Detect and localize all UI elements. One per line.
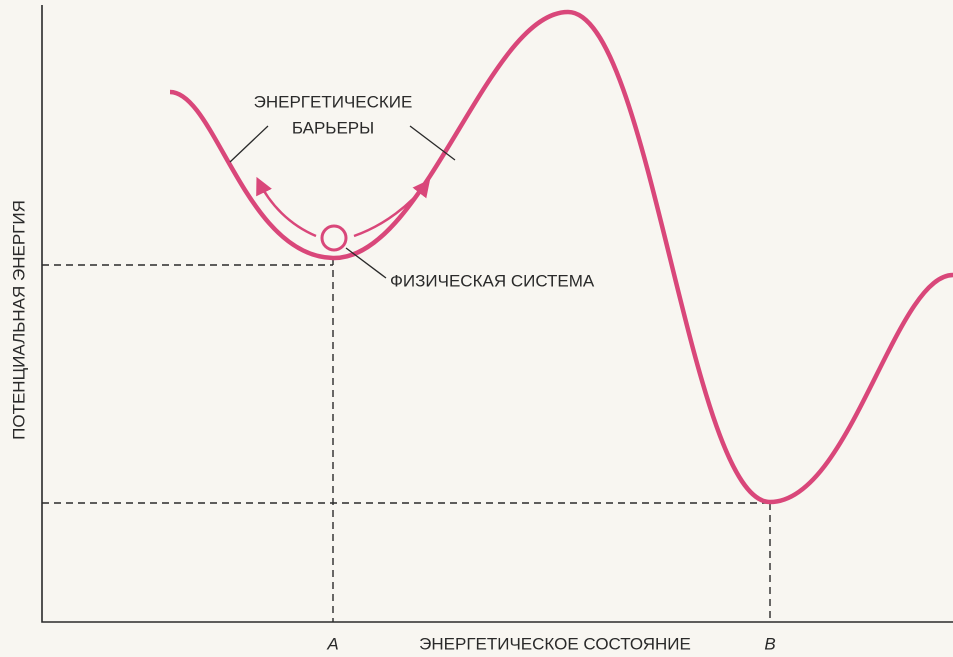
marker-a: A: [326, 634, 338, 653]
barriers-label: БАРЬЕРЫ: [292, 118, 374, 137]
system-leader: [345, 247, 387, 279]
energy-curve: [169, 9, 953, 505]
marker-b: B: [764, 634, 775, 653]
physical-system: [320, 224, 348, 252]
level-a: [42, 258, 334, 622]
y-axis-label: ПОТЕНЦИАЛЬНАЯ ЭНЕРГИЯ: [9, 200, 28, 440]
barrier-leaders: [229, 125, 456, 163]
axes: [41, 5, 953, 623]
arrow-right: [353, 179, 431, 238]
x-axis-label: ЭНЕРГЕТИЧЕСКОЕ СОСТОЯНИЕ: [419, 634, 691, 653]
level-b: [42, 502, 771, 622]
barriers-label: ЭНЕРГЕТИЧЕСКИЕ: [254, 92, 413, 111]
system-label: ФИЗИЧЕСКАЯ СИСТЕМА: [390, 271, 595, 290]
arrow-left: [256, 176, 317, 238]
